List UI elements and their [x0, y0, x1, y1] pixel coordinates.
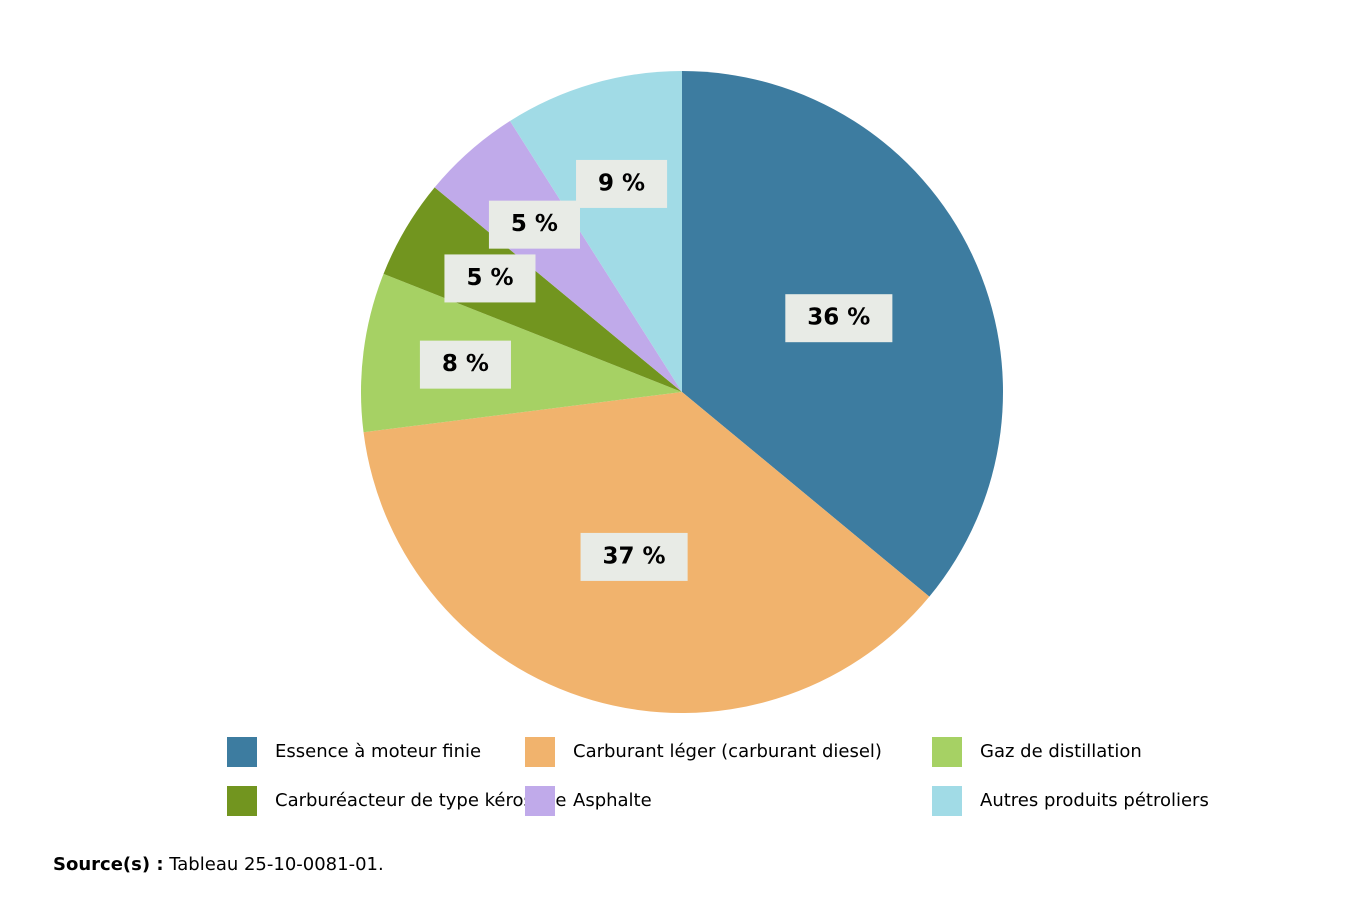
legend-label: Essence à moteur finie	[275, 741, 481, 762]
data-label: 5 %	[466, 265, 513, 291]
data-label: 8 %	[442, 351, 489, 377]
data-label: 37 %	[603, 543, 666, 569]
legend-swatch	[525, 737, 555, 767]
legend-swatch	[525, 786, 555, 816]
data-label: 5 %	[511, 211, 558, 237]
data-label-box	[488, 200, 580, 249]
data-label-group: 37 %	[580, 532, 688, 581]
source: Source(s) : Tableau 25-10-0081-01.	[53, 854, 384, 875]
data-label-group: 9 %	[576, 159, 668, 208]
data-label-box	[580, 532, 688, 581]
data-label-box	[785, 294, 893, 343]
data-label-group: 5 %	[488, 200, 580, 249]
data-label-group: 36 %	[785, 294, 893, 343]
data-label-box	[576, 159, 668, 208]
source-text: Tableau 25-10-0081-01.	[168, 854, 383, 875]
legend-swatch	[227, 786, 257, 816]
source-label: Source(s) :	[53, 854, 164, 875]
legend-label: Gaz de distillation	[980, 741, 1142, 762]
pie-slice	[434, 120, 682, 392]
legend-label: Autres produits pétroliers	[980, 790, 1209, 811]
legend-swatch	[227, 737, 257, 767]
data-label: 9 %	[598, 170, 645, 196]
data-label-box	[444, 254, 536, 303]
data-label: 36 %	[807, 305, 870, 331]
data-label-group: 5 %	[444, 254, 536, 303]
pie-slice	[509, 71, 682, 392]
legend-swatch	[932, 737, 962, 767]
legend-swatch	[932, 786, 962, 816]
pie-slice	[361, 273, 682, 433]
legend-label: Carburéacteur de type kérosène	[275, 790, 566, 811]
data-label-group: 8 %	[419, 340, 511, 389]
legend-label: Carburant léger (carburant diesel)	[573, 741, 882, 762]
data-label-box	[419, 340, 511, 389]
legend-label: Asphalte	[573, 790, 652, 811]
